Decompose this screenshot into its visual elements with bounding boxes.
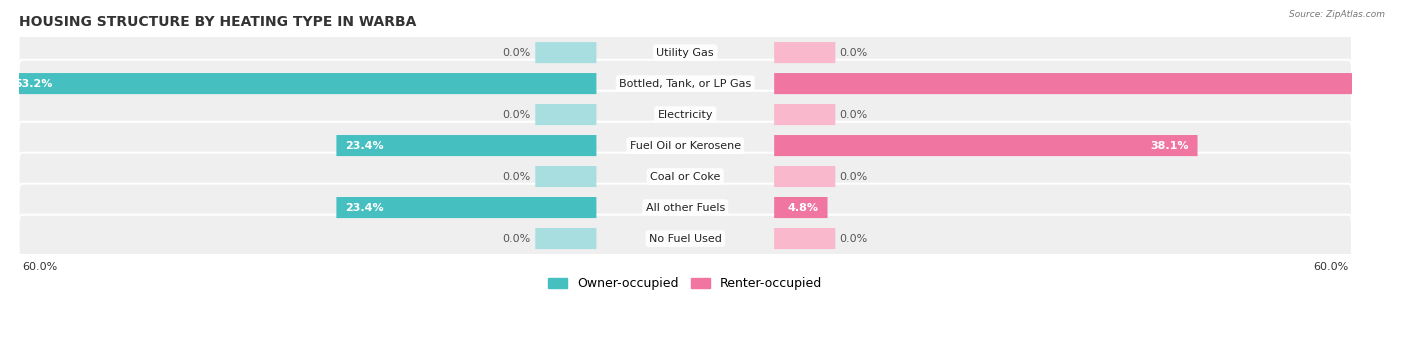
FancyBboxPatch shape [775, 197, 828, 218]
FancyBboxPatch shape [18, 215, 1353, 262]
Text: 60.0%: 60.0% [1313, 262, 1348, 272]
FancyBboxPatch shape [775, 104, 835, 125]
Text: No Fuel Used: No Fuel Used [648, 234, 721, 243]
FancyBboxPatch shape [775, 166, 835, 187]
Text: Coal or Coke: Coal or Coke [650, 172, 720, 181]
Text: Source: ZipAtlas.com: Source: ZipAtlas.com [1289, 10, 1385, 19]
FancyBboxPatch shape [536, 104, 596, 125]
Text: All other Fuels: All other Fuels [645, 203, 725, 212]
FancyBboxPatch shape [18, 29, 1353, 76]
FancyBboxPatch shape [775, 135, 1198, 156]
FancyBboxPatch shape [775, 73, 1406, 94]
Text: 0.0%: 0.0% [502, 109, 531, 120]
FancyBboxPatch shape [18, 122, 1353, 169]
Text: Electricity: Electricity [658, 109, 713, 120]
FancyBboxPatch shape [18, 153, 1353, 201]
Text: 0.0%: 0.0% [502, 234, 531, 243]
Text: 57.1%: 57.1% [1361, 78, 1400, 89]
Text: Fuel Oil or Kerosene: Fuel Oil or Kerosene [630, 140, 741, 151]
Text: 0.0%: 0.0% [839, 109, 868, 120]
Text: 23.4%: 23.4% [346, 140, 384, 151]
Text: 0.0%: 0.0% [502, 48, 531, 58]
FancyBboxPatch shape [775, 228, 835, 249]
Text: Bottled, Tank, or LP Gas: Bottled, Tank, or LP Gas [619, 78, 751, 89]
Text: 0.0%: 0.0% [502, 172, 531, 181]
FancyBboxPatch shape [536, 42, 596, 63]
FancyBboxPatch shape [18, 184, 1353, 232]
Legend: Owner-occupied, Renter-occupied: Owner-occupied, Renter-occupied [543, 272, 827, 296]
Text: 60.0%: 60.0% [22, 262, 58, 272]
Text: Utility Gas: Utility Gas [657, 48, 714, 58]
FancyBboxPatch shape [536, 166, 596, 187]
FancyBboxPatch shape [336, 135, 596, 156]
FancyBboxPatch shape [6, 73, 596, 94]
Text: 38.1%: 38.1% [1150, 140, 1188, 151]
FancyBboxPatch shape [18, 91, 1353, 138]
FancyBboxPatch shape [536, 228, 596, 249]
Text: 4.8%: 4.8% [787, 203, 818, 212]
Text: 0.0%: 0.0% [839, 48, 868, 58]
Text: 0.0%: 0.0% [839, 172, 868, 181]
FancyBboxPatch shape [336, 197, 596, 218]
FancyBboxPatch shape [775, 42, 835, 63]
FancyBboxPatch shape [18, 60, 1353, 107]
Text: HOUSING STRUCTURE BY HEATING TYPE IN WARBA: HOUSING STRUCTURE BY HEATING TYPE IN WAR… [18, 15, 416, 29]
Text: 0.0%: 0.0% [839, 234, 868, 243]
Text: 23.4%: 23.4% [346, 203, 384, 212]
Text: 53.2%: 53.2% [14, 78, 52, 89]
